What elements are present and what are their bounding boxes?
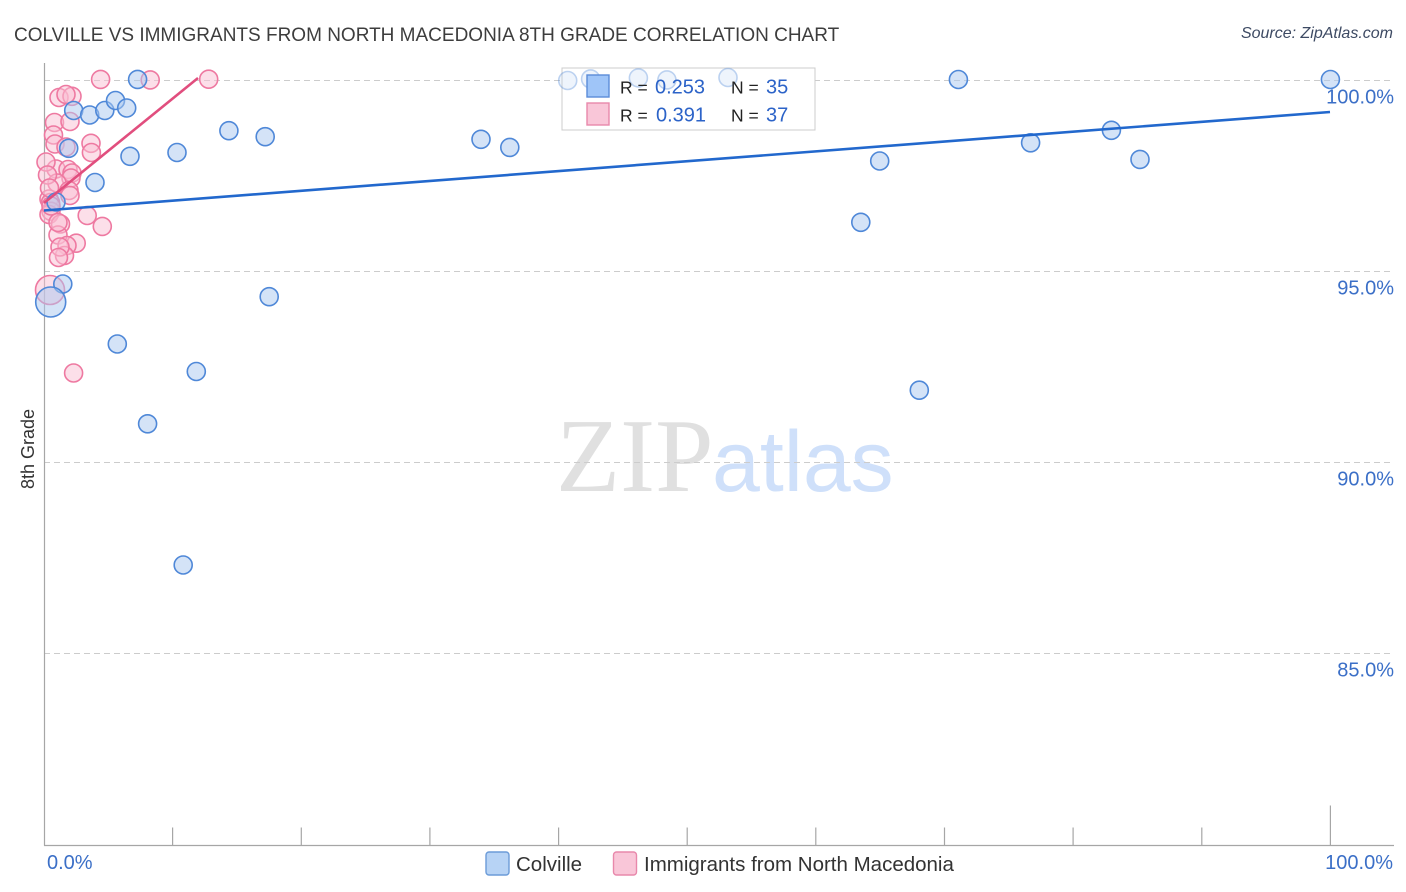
svg-text:ZIP: ZIP bbox=[556, 397, 714, 514]
svg-text:0.253: 0.253 bbox=[655, 77, 705, 99]
svg-text:0.391: 0.391 bbox=[656, 105, 706, 127]
svg-text:N =: N = bbox=[731, 78, 759, 98]
svg-text:Immigrants from North Macedoni: Immigrants from North Macedonia bbox=[644, 853, 954, 876]
svg-text:atlas: atlas bbox=[712, 414, 894, 510]
svg-text:35: 35 bbox=[766, 77, 788, 99]
svg-text:0.0%: 0.0% bbox=[47, 852, 93, 874]
svg-text:R =: R = bbox=[620, 78, 648, 98]
svg-text:R =: R = bbox=[620, 106, 648, 126]
svg-text:COLVILLE VS IMMIGRANTS FROM NO: COLVILLE VS IMMIGRANTS FROM NORTH MACEDO… bbox=[14, 25, 840, 46]
svg-text:N =: N = bbox=[731, 106, 759, 126]
svg-text:Source: ZipAtlas.com: Source: ZipAtlas.com bbox=[1241, 25, 1393, 42]
svg-text:90.0%: 90.0% bbox=[1337, 469, 1394, 491]
svg-text:100.0%: 100.0% bbox=[1325, 852, 1393, 874]
svg-text:85.0%: 85.0% bbox=[1337, 660, 1394, 682]
svg-text:100.0%: 100.0% bbox=[1326, 87, 1394, 109]
svg-text:8th Grade: 8th Grade bbox=[18, 409, 38, 489]
svg-text:37: 37 bbox=[766, 105, 788, 127]
svg-text:Colville: Colville bbox=[516, 853, 582, 876]
svg-text:95.0%: 95.0% bbox=[1337, 278, 1394, 300]
